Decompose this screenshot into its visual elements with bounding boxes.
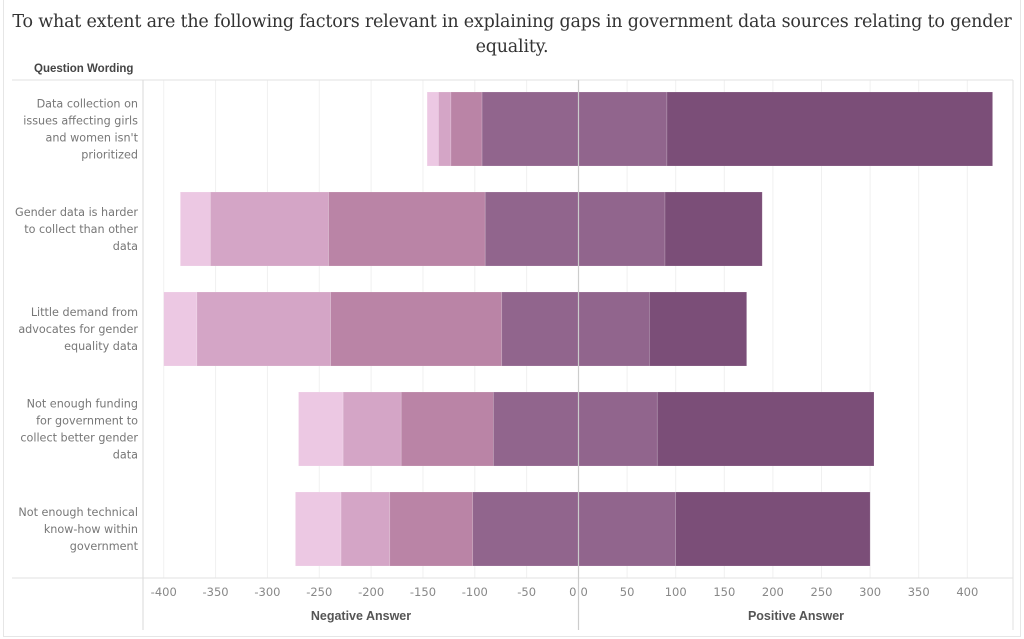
bar-segment-negative xyxy=(163,291,198,367)
bars xyxy=(163,91,993,567)
negative-axis-title: Negative Answer xyxy=(311,609,411,623)
bar-segment-negative xyxy=(438,91,452,167)
bar-segment-negative xyxy=(450,91,483,167)
bar-segment-positive xyxy=(675,491,871,567)
bar-segment-positive xyxy=(649,291,747,367)
row-label-line: government xyxy=(70,540,139,553)
row-label-line: and women isn't xyxy=(45,132,138,145)
row-label: Not enough funding for government to colle… xyxy=(20,398,138,462)
positive-axis-title: Positive Answer xyxy=(748,609,844,623)
tick-label-negative: -200 xyxy=(358,585,384,599)
tick-label-negative: -100 xyxy=(462,585,488,599)
tick-labels: -400 -350 -300 -250 -200 -150 -100 -50 0 0 50 100 15… xyxy=(151,585,979,599)
row-label-line: advocates for gender xyxy=(18,323,138,336)
tick-label-negative: -350 xyxy=(203,585,229,599)
bar-segment-positive xyxy=(578,191,666,267)
row-label-line: data xyxy=(113,449,138,462)
chart-title-line1: To what extent are the following factors… xyxy=(12,12,1012,32)
bar-segment-negative xyxy=(484,191,579,267)
tick-label-negative: -300 xyxy=(254,585,280,599)
tick-label-negative: -150 xyxy=(410,585,436,599)
row-label-line: Not enough funding xyxy=(27,398,138,411)
row-label-line: data xyxy=(113,240,138,253)
bar-segment-negative xyxy=(501,291,579,367)
tick-label-positive: 100 xyxy=(665,585,687,599)
tick-label-negative: -400 xyxy=(151,585,177,599)
bar-segment-negative xyxy=(298,391,344,467)
bar-segment-positive xyxy=(578,91,668,167)
bar-segment-negative xyxy=(493,391,579,467)
tick-label-positive: 50 xyxy=(620,585,635,599)
row-label-line: equality data xyxy=(64,340,138,353)
bar-segment-negative xyxy=(340,491,391,567)
dashboard-frame xyxy=(3,0,1021,637)
row-label: Not enough technical know-how within gover… xyxy=(18,506,138,553)
bar-segment-negative xyxy=(196,291,331,367)
row-label-line: for government to xyxy=(36,415,138,428)
bar-segment-negative xyxy=(342,391,402,467)
bar-segment-negative xyxy=(330,291,503,367)
tick-label-positive: 300 xyxy=(859,585,881,599)
bar-segment-negative xyxy=(481,91,579,167)
row-header-question-wording: Question Wording xyxy=(34,63,134,75)
row-label-line: collect better gender xyxy=(20,432,138,445)
bar-segment-negative xyxy=(472,491,579,567)
bar-segment-positive xyxy=(656,391,875,467)
bar-segment-positive xyxy=(664,191,763,267)
row-label: Data collection on issues affecting girls… xyxy=(23,98,138,162)
tick-label-positive: 250 xyxy=(811,585,833,599)
row-label: Little demand from advocates for gender eq… xyxy=(18,306,138,353)
axes xyxy=(12,79,1014,630)
tick-label-positive: 400 xyxy=(956,585,978,599)
row-label-line: to collect than other xyxy=(24,223,138,236)
row-label-line: know-how within xyxy=(44,523,138,536)
row-label: Gender data is harder to collect than oth… xyxy=(15,206,138,253)
row-label-line: Gender data is harder xyxy=(15,206,138,219)
bar-segment-negative xyxy=(389,491,474,567)
bar-segment-positive xyxy=(578,491,677,567)
tick-label-positive: 0 xyxy=(581,585,588,599)
row-label-line: issues affecting girls xyxy=(23,115,138,128)
tick-label-positive: 150 xyxy=(713,585,735,599)
chart-title: To what extent are the following factors… xyxy=(0,10,1024,60)
tick-label-positive: 200 xyxy=(762,585,784,599)
chart-title-line2: equality. xyxy=(475,37,549,57)
row-label-line: Not enough technical xyxy=(18,506,138,519)
bar-segment-positive xyxy=(666,91,993,167)
row-labels: Data collection on issues affecting girls… xyxy=(15,98,139,554)
tick-label-negative: 0 xyxy=(569,585,576,599)
bar-segment-negative xyxy=(400,391,494,467)
tick-label-negative: -50 xyxy=(517,585,536,599)
bar-segment-negative xyxy=(328,191,486,267)
bar-segment-negative xyxy=(426,91,439,167)
bar-segment-negative xyxy=(180,191,211,267)
bar-segment-positive xyxy=(578,291,650,367)
row-label-line: Little demand from xyxy=(31,306,138,319)
row-label-line: prioritized xyxy=(81,149,138,162)
row-label-line: Data collection on xyxy=(37,98,138,111)
bar-segment-negative xyxy=(210,191,329,267)
bar-segment-positive xyxy=(578,391,658,467)
tick-label-negative: -250 xyxy=(306,585,332,599)
tick-label-positive: 350 xyxy=(908,585,930,599)
bar-segment-negative xyxy=(295,491,342,567)
